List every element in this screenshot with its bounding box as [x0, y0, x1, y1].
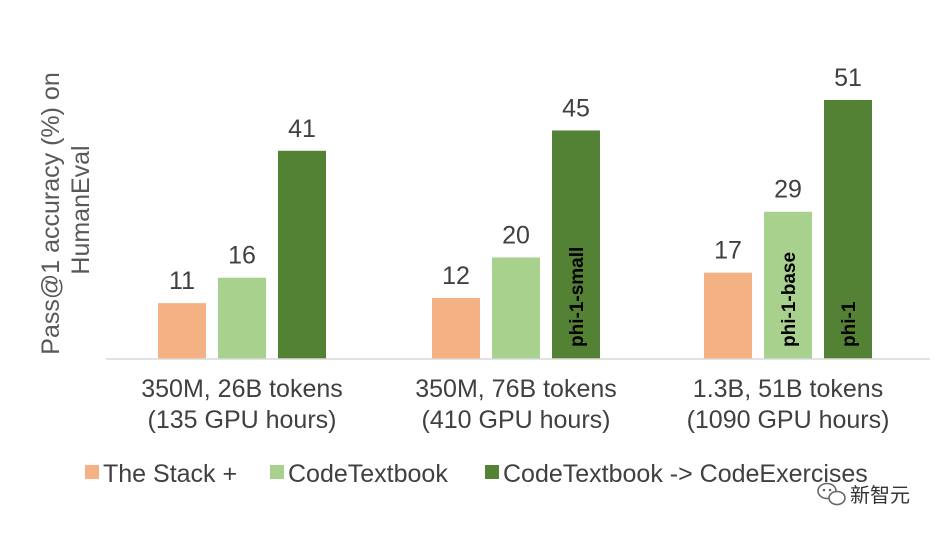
x-tick-labels: 350M, 26B tokens (135 GPU hours) 350M, 76B…	[141, 375, 889, 434]
y-axis-label-line-2: HumanEval	[67, 145, 95, 274]
legend: The Stack + CodeTextbook CodeTextbook -> C…	[85, 460, 868, 488]
bar	[218, 277, 266, 359]
data-label: 11	[169, 267, 195, 295]
bar	[492, 257, 540, 359]
legend-swatch	[270, 465, 284, 479]
x-tick-label: 350M, 76B tokens	[415, 375, 617, 403]
data-label: 45	[562, 94, 590, 122]
legend-label: CodeTextbook -> CodeExercises	[503, 460, 868, 488]
bar-annotation: phi-1	[839, 301, 860, 347]
data-label: 17	[714, 237, 742, 265]
bar	[824, 100, 872, 359]
bar	[552, 130, 600, 359]
data-label: 51	[834, 64, 862, 92]
bar	[704, 272, 752, 359]
x-tick-label: (410 GPU hours)	[422, 406, 611, 434]
x-tick-label: (1090 GPU hours)	[687, 406, 890, 434]
watermark-text: 新智元	[850, 483, 910, 507]
bar	[432, 298, 480, 359]
bar-annotation: phi-1-base	[779, 252, 800, 347]
bars-group: 11 16 41 12 20 45 phi-1-small 17 29 phi-1-base 51 p…	[158, 64, 872, 359]
legend-label: CodeTextbook	[288, 460, 448, 488]
x-tick-label: 1.3B, 51B tokens	[693, 375, 883, 403]
bar-annotation: phi-1-small	[567, 247, 588, 347]
y-axis-label: Pass@1 accuracy (%) on HumanEval	[37, 65, 95, 354]
legend-swatch	[485, 465, 499, 479]
x-tick-label: (135 GPU hours)	[148, 406, 337, 434]
data-label: 12	[442, 262, 470, 290]
bar	[278, 150, 326, 359]
x-tick-label: 350M, 26B tokens	[141, 375, 343, 403]
data-label: 16	[228, 242, 256, 270]
watermark: 新智元	[817, 482, 910, 507]
data-label: 20	[502, 221, 530, 249]
legend-swatch	[85, 465, 99, 479]
bar	[764, 211, 812, 359]
data-label: 41	[288, 115, 316, 143]
y-axis-label-line-1: Pass@1 accuracy (%) on	[37, 72, 65, 354]
wechat-icon	[817, 482, 846, 506]
bar	[158, 303, 206, 359]
legend-label: The Stack +	[103, 460, 237, 488]
data-label: 29	[774, 176, 802, 204]
